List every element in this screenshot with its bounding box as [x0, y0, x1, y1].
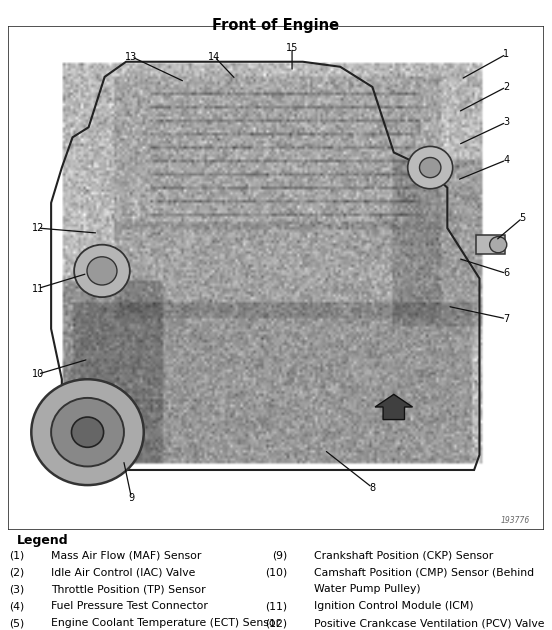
- FancyBboxPatch shape: [8, 26, 544, 530]
- Text: Ignition Control Module (ICM): Ignition Control Module (ICM): [314, 601, 473, 611]
- Circle shape: [71, 417, 104, 447]
- Text: (3): (3): [9, 585, 25, 594]
- Text: (11): (11): [265, 601, 287, 611]
- Text: 14: 14: [208, 52, 221, 62]
- Text: 15: 15: [286, 43, 298, 53]
- Text: (1): (1): [9, 551, 25, 561]
- Text: Engine Coolant Temperature (ECT) Sensor: Engine Coolant Temperature (ECT) Sensor: [51, 618, 280, 628]
- Text: Crankshaft Position (CKP) Sensor: Crankshaft Position (CKP) Sensor: [314, 551, 493, 561]
- Text: Water Pump Pulley): Water Pump Pulley): [314, 585, 420, 594]
- Text: (12): (12): [265, 618, 287, 628]
- Text: 12: 12: [31, 223, 44, 233]
- Text: 10: 10: [31, 369, 44, 379]
- Text: 4: 4: [503, 155, 509, 165]
- Circle shape: [408, 146, 453, 189]
- Text: 13: 13: [125, 52, 137, 62]
- Text: (4): (4): [9, 601, 25, 611]
- Text: (2): (2): [9, 568, 25, 578]
- Text: (9): (9): [272, 551, 287, 561]
- Text: (10): (10): [265, 568, 287, 578]
- Text: Camshaft Position (CMP) Sensor (Behind: Camshaft Position (CMP) Sensor (Behind: [314, 568, 534, 578]
- Circle shape: [51, 398, 124, 466]
- Text: 5: 5: [519, 213, 526, 223]
- Text: 2: 2: [503, 82, 509, 92]
- Text: Throttle Position (TP) Sensor: Throttle Position (TP) Sensor: [51, 585, 205, 594]
- Text: 3: 3: [503, 117, 509, 127]
- Text: 193776: 193776: [501, 517, 530, 525]
- Text: Mass Air Flow (MAF) Sensor: Mass Air Flow (MAF) Sensor: [51, 551, 201, 561]
- Text: Fuel Pressure Test Connector: Fuel Pressure Test Connector: [51, 601, 208, 611]
- Circle shape: [87, 257, 117, 285]
- Bar: [476, 235, 505, 255]
- Text: Positive Crankcase Ventilation (PCV) Valve: Positive Crankcase Ventilation (PCV) Val…: [314, 618, 544, 628]
- Text: (5): (5): [9, 618, 25, 628]
- Circle shape: [490, 237, 507, 253]
- Circle shape: [74, 244, 130, 297]
- Text: 6: 6: [503, 268, 509, 278]
- Circle shape: [420, 158, 441, 178]
- Text: 9: 9: [129, 493, 135, 503]
- Text: Legend: Legend: [17, 534, 68, 547]
- Circle shape: [31, 379, 144, 485]
- Text: 11: 11: [31, 284, 44, 294]
- Text: 7: 7: [503, 314, 509, 324]
- Text: Idle Air Control (IAC) Valve: Idle Air Control (IAC) Valve: [51, 568, 195, 578]
- Text: 8: 8: [369, 483, 375, 493]
- Polygon shape: [375, 394, 412, 420]
- Text: 1: 1: [503, 49, 509, 59]
- Text: Front of Engine: Front of Engine: [213, 18, 339, 33]
